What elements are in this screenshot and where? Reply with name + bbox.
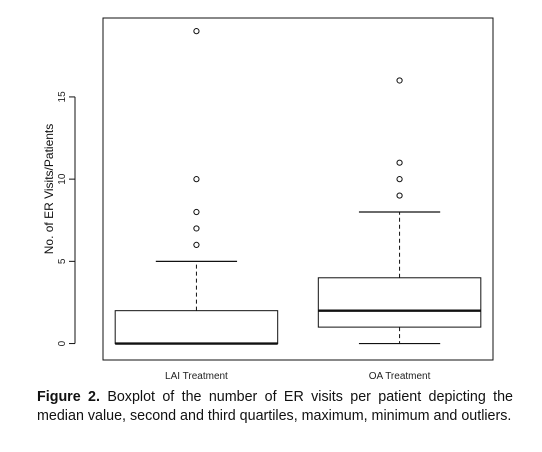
outlier-point xyxy=(396,176,403,183)
outlier-point xyxy=(193,225,200,232)
box-group xyxy=(317,77,482,345)
outlier-point xyxy=(396,159,403,166)
outlier-point xyxy=(193,208,200,216)
y-tick-label: 10 xyxy=(57,173,68,185)
x-tick-label: LAI Treatment xyxy=(165,371,228,382)
plot-frame xyxy=(102,17,494,361)
caption-label: Figure 2. xyxy=(37,389,100,405)
y-tick-label: 5 xyxy=(57,258,68,264)
x-axis: LAI Treatment OA Treatment xyxy=(165,371,431,382)
y-tick-label: 15 xyxy=(57,91,68,103)
outlier-point xyxy=(193,241,200,249)
box-iqr xyxy=(317,277,482,328)
outlier-point xyxy=(193,176,200,183)
outlier-point xyxy=(193,28,200,35)
y-axis: 0 5 10 15 xyxy=(57,91,76,346)
chart-canvas: 0 5 10 15 LAI Treatment OA Treatment No. of … xyxy=(42,17,494,382)
x-tick-label: OA Treatment xyxy=(369,371,431,382)
y-tick-label: 0 xyxy=(57,340,68,346)
outlier-point xyxy=(396,192,403,199)
box-iqr xyxy=(114,310,279,345)
outlier-point xyxy=(396,77,403,84)
figure-caption: Figure 2. Boxplot of the number of ER vi… xyxy=(37,388,513,426)
box-series xyxy=(114,28,482,345)
boxplot-chart: 0 5 10 15 LAI Treatment OA Treatment No. of … xyxy=(42,17,494,382)
y-axis-title: No. of ER Visits/Patients xyxy=(42,124,56,255)
caption-text: Boxplot of the number of ER visits per p… xyxy=(37,389,513,424)
box-group xyxy=(114,28,279,345)
